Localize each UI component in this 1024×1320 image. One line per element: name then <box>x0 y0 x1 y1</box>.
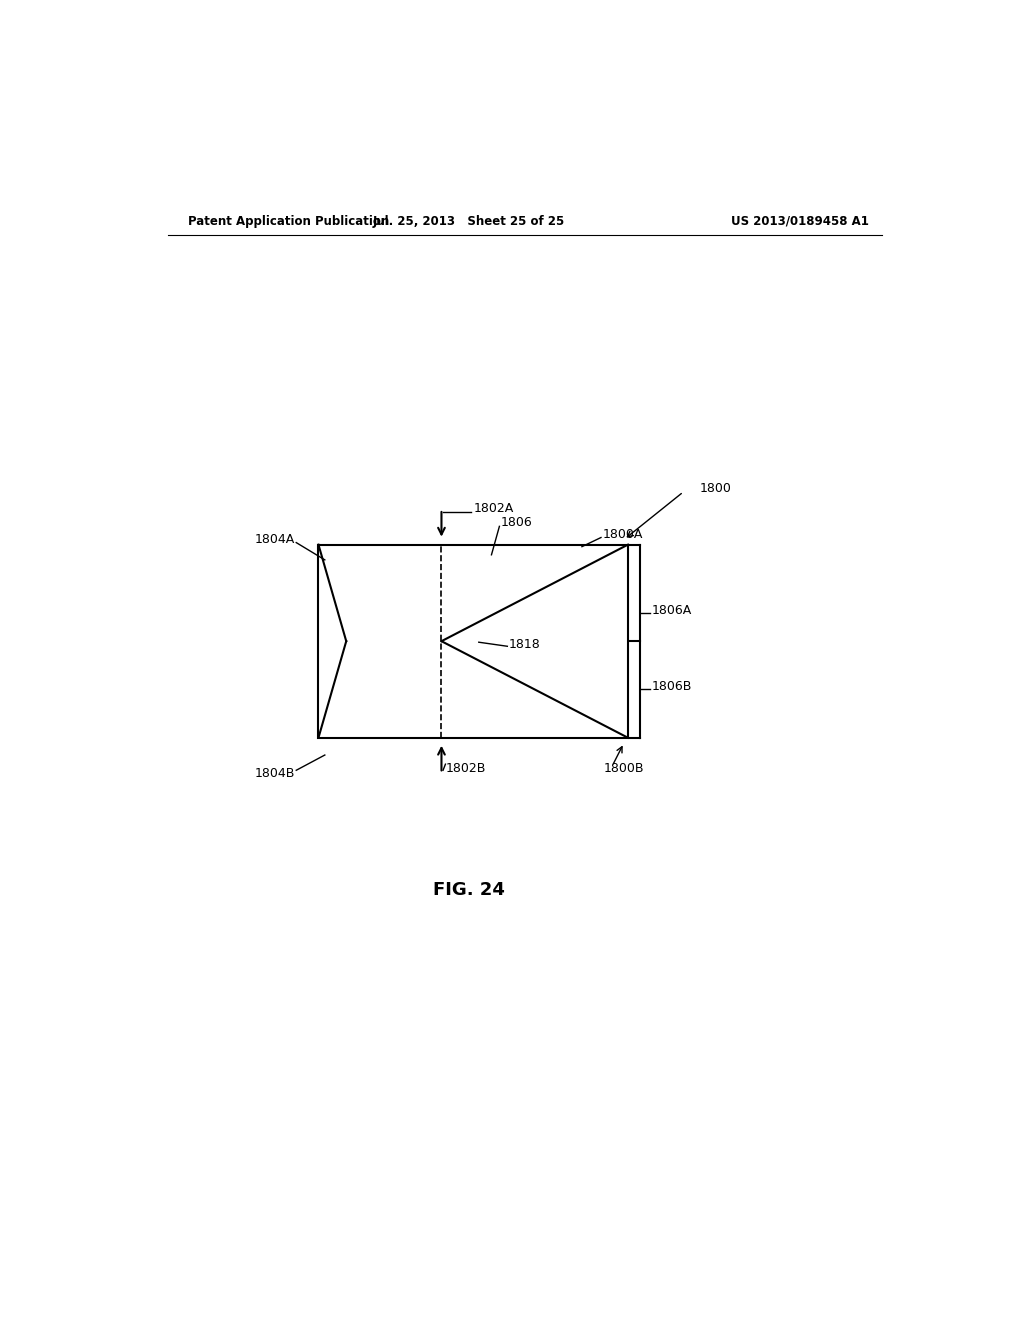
Text: Jul. 25, 2013   Sheet 25 of 25: Jul. 25, 2013 Sheet 25 of 25 <box>373 215 565 228</box>
Text: 1800B: 1800B <box>604 762 645 775</box>
Text: US 2013/0189458 A1: US 2013/0189458 A1 <box>731 215 869 228</box>
Text: 1802A: 1802A <box>473 502 513 515</box>
Text: 1806A: 1806A <box>652 605 692 618</box>
Text: 1804A: 1804A <box>254 533 295 546</box>
Text: 1800: 1800 <box>699 482 731 495</box>
Text: 1806: 1806 <box>501 516 532 529</box>
Text: 1818: 1818 <box>509 638 541 651</box>
Text: FIG. 24: FIG. 24 <box>433 882 505 899</box>
Text: 1802B: 1802B <box>445 762 485 775</box>
Text: 1800A: 1800A <box>602 528 643 541</box>
Text: 1806B: 1806B <box>652 680 692 693</box>
Text: 1804B: 1804B <box>254 767 295 780</box>
Text: Patent Application Publication: Patent Application Publication <box>187 215 389 228</box>
Bar <box>318 545 628 738</box>
